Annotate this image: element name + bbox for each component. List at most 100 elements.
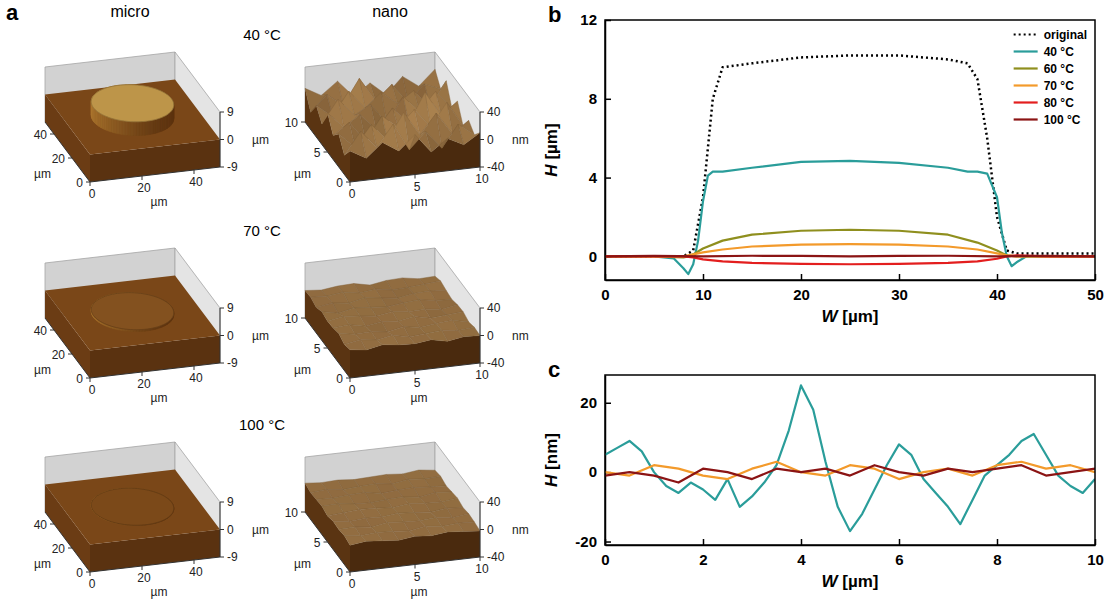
disk-side xyxy=(155,119,157,133)
y-axis-line xyxy=(305,122,350,182)
y-axis-title-unit: [µm] xyxy=(542,123,561,164)
y-tick-label: 5 xyxy=(314,536,321,550)
x-tick-label: 2 xyxy=(699,551,707,568)
z-tick-label: 0 xyxy=(487,523,494,537)
disk-top xyxy=(91,488,174,525)
y-tick-label: 40 xyxy=(34,128,48,142)
y-tick xyxy=(86,378,90,379)
x-tick xyxy=(480,557,481,561)
y-tick xyxy=(346,572,350,573)
y-tick-label: 8 xyxy=(589,90,597,107)
disk-top xyxy=(91,85,174,122)
disk-side xyxy=(125,121,128,135)
y-axis-title-unit: [nm] xyxy=(542,433,561,475)
x-tick-mark xyxy=(801,539,803,545)
x-tick xyxy=(194,560,195,564)
axes: 05100510-40040µmµmnm xyxy=(285,105,529,209)
z-unit: nm xyxy=(512,523,529,537)
y-tick xyxy=(324,542,328,543)
x-tick: 6 xyxy=(895,539,903,568)
y-tick-label: 20 xyxy=(580,394,597,411)
surface-side xyxy=(350,531,480,572)
disk-side xyxy=(99,113,101,128)
series-line xyxy=(605,255,1095,258)
x-tick xyxy=(90,378,91,382)
x-unit: µm xyxy=(411,391,428,405)
x-tick-label: 0 xyxy=(89,577,96,591)
y-tick-label: 5 xyxy=(314,146,321,160)
x-tick: 20 xyxy=(793,274,810,303)
y-tick xyxy=(50,330,54,331)
x-tick-label: 40 xyxy=(989,286,1006,303)
surface xyxy=(305,69,480,158)
z-tick xyxy=(220,308,224,309)
x-axis-title: W [µm] xyxy=(821,572,878,591)
series-line xyxy=(605,385,1095,531)
legend: original40 °C60 °C70 °C80 °C100 °C xyxy=(1014,28,1087,127)
z-tick xyxy=(220,502,224,503)
z-tick-label: 40 xyxy=(487,495,501,509)
z-tick-label: 40 xyxy=(487,105,501,119)
y-tick-label: 4 xyxy=(589,169,598,186)
z-tick xyxy=(220,112,224,113)
y-tick xyxy=(50,134,54,135)
z-tick-label: 0 xyxy=(227,329,234,343)
y-axis-line xyxy=(45,122,90,182)
axes: 0204002040-909µmµmµm xyxy=(34,301,269,405)
z-tick-label: 0 xyxy=(487,133,494,147)
y-tick-label: 20 xyxy=(52,348,66,362)
legend-item: 60 °C xyxy=(1014,62,1074,76)
disk-side xyxy=(111,118,114,132)
y-tick-mark xyxy=(605,177,611,179)
x-tick xyxy=(142,176,143,180)
z-tick-label: 9 xyxy=(227,495,234,509)
legend-item: original xyxy=(1014,28,1087,42)
x-tick-label: 30 xyxy=(891,286,908,303)
surface-cell xyxy=(344,536,366,546)
disk-side xyxy=(100,114,102,129)
x-tick-label: 20 xyxy=(137,377,151,391)
disk-side xyxy=(139,122,142,136)
surface-cell xyxy=(333,325,355,335)
x-tick-label: 4 xyxy=(797,551,806,568)
disk-sides xyxy=(91,488,174,525)
disk-side xyxy=(104,116,106,131)
y-unit: µm xyxy=(34,363,51,377)
panel-label: c xyxy=(548,357,560,382)
line-chart: 0102030405004812original40 °C60 °C70 °C8… xyxy=(542,11,1104,326)
y-unit: µm xyxy=(34,167,51,181)
y-tick xyxy=(50,524,54,525)
series-line xyxy=(605,465,1095,482)
plot-frame xyxy=(605,20,1095,280)
figure: amicronano40 °C70 °C100 °C0204002040-909… xyxy=(0,0,1110,609)
x-tick: 10 xyxy=(695,274,712,303)
disk-side xyxy=(145,121,148,135)
x-tick xyxy=(142,372,143,376)
z-tick xyxy=(480,363,484,364)
x-tick-label: 0 xyxy=(349,577,356,591)
x-tick-label: 10 xyxy=(475,172,489,186)
legend-swatch xyxy=(1014,67,1038,69)
y-tick-label: -20 xyxy=(575,533,597,550)
y-tick xyxy=(324,348,328,349)
y-axis-line xyxy=(45,318,90,378)
disk-top xyxy=(91,293,174,330)
disk-side xyxy=(107,117,109,132)
surface-panel: 0204002040-909µmµmµm xyxy=(34,52,269,209)
z-tick xyxy=(220,557,224,558)
y-tick-label: 40 xyxy=(34,518,48,532)
x-unit: µm xyxy=(411,585,428,599)
y-unit: µm xyxy=(294,363,311,377)
z-tick xyxy=(480,557,484,558)
z-tick-label: -9 xyxy=(227,550,238,564)
surface xyxy=(305,470,480,545)
x-tick-label: 0 xyxy=(349,383,356,397)
z-tick-label: -40 xyxy=(487,160,505,174)
disk-side xyxy=(150,120,153,134)
x-tick: 8 xyxy=(993,539,1001,568)
z-tick-label: -40 xyxy=(487,550,505,564)
x-axis-title: W [µm] xyxy=(821,307,878,326)
y-axis-line xyxy=(305,318,350,378)
disk-sides xyxy=(91,85,174,136)
z-tick-label: -40 xyxy=(487,356,505,370)
